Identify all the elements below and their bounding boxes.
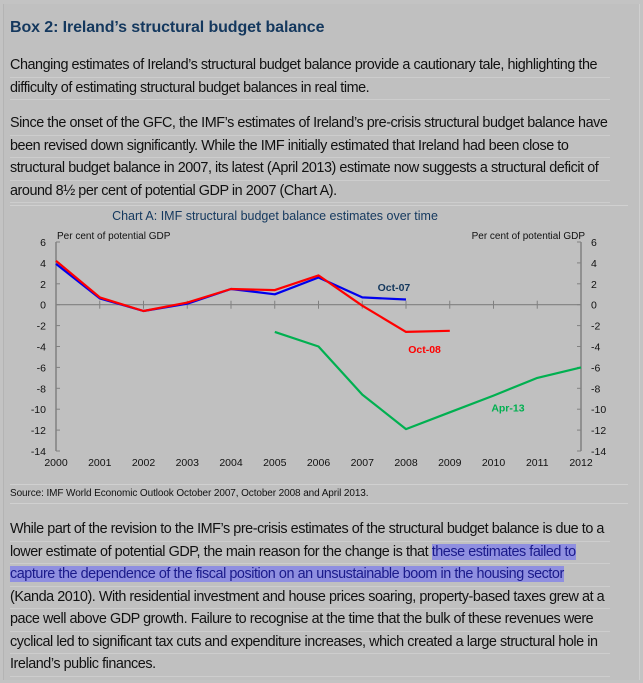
x-tick-label: 2000 [44,457,68,469]
y-tick-label-right: -12 [591,425,606,437]
y-tick-label-left: -8 [37,383,46,395]
y-tick-label-left: -2 [37,321,46,333]
y-axis-label-right: Per cent of potential GDP [472,231,586,242]
x-tick-label: 2004 [219,457,243,469]
series-label-oct08: Oct-08 [408,344,441,356]
y-tick-label-left: -10 [31,404,46,416]
x-tick-label: 2012 [569,457,593,469]
series-apr13-line [274,330,582,431]
x-tick-label: 2007 [351,457,375,469]
divider [10,205,628,206]
text-line: around 8½ per cent of potential GDP in 2… [10,181,610,203]
y-tick-label-left: -14 [31,446,46,458]
divider [10,503,628,504]
text-line: pace well above GDP growth. Failure to r… [10,609,610,632]
box-title: Box 2: Ireland’s structural budget balan… [10,19,325,36]
y-tick-label-right: 0 [591,300,597,312]
divider [10,484,628,485]
y-tick-label-right: 6 [591,237,597,249]
chart-a: Chart A: IMF structural budget balance e… [0,205,643,505]
chart-title: Chart A: IMF structural budget balance e… [112,209,438,223]
text-line: While part of the revision to the IMF’s … [10,519,610,542]
chart-source: Source: IMF World Economic Outlook Octob… [10,488,369,499]
y-tick-label-right: 2 [591,279,597,291]
text-plain: lower estimate of potential GDP, the mai… [10,543,432,560]
text-line: difficulty of estimating structural budg… [10,78,610,100]
x-tick-label: 2001 [88,457,112,469]
y-tick-label-left: 0 [40,300,46,312]
highlighted-text[interactable]: capture the dependence of the fiscal pos… [10,566,564,582]
y-tick-label-left: 6 [40,237,46,249]
x-tick-label: 2005 [263,457,287,469]
text-line: lower estimate of potential GDP, the mai… [10,542,610,564]
y-tick-label-left: -12 [31,425,46,437]
y-axis-label-left: Per cent of potential GDP [57,231,171,242]
x-tick-label: 2002 [132,457,156,469]
y-tick-label-left: -4 [37,342,46,354]
y-tick-label-right: -6 [591,362,600,374]
x-tick-label: 2010 [482,457,506,469]
y-tick-label-right: -8 [591,383,600,395]
x-tick-label: 2011 [526,457,549,469]
x-tick-label: 2009 [438,457,462,469]
series-oct08-line [55,259,450,334]
y-tick-label-right: -4 [591,342,600,354]
chart-svg: Chart A: IMF structural budget balance e… [31,209,607,469]
text-line: Changing estimates of Ireland’s structur… [10,55,610,78]
text-line: Ireland’s public finances. [10,654,610,677]
y-tick-label-right: -14 [591,446,606,458]
gfc-paragraph: Since the onset of the GFC, the IMF’s es… [10,113,610,203]
series-label-oct07: Oct-07 [378,282,411,294]
intro-paragraph: Changing estimates of Ireland’s structur… [10,55,610,100]
x-tick-label: 2003 [176,457,200,469]
closing-paragraph: While part of the revision to the IMF’s … [10,519,610,677]
series-label-apr13: Apr-13 [491,402,524,414]
y-tick-label-left: 4 [40,258,46,270]
y-tick-label-left: 2 [40,279,46,291]
y-tick-label-right: 4 [591,258,597,270]
highlighted-text[interactable]: these estimates failed to [431,543,576,560]
x-tick-label: 2008 [394,457,418,469]
text-line: (Kanda 2010). With residential investmen… [10,587,610,609]
text-line: been revised down significantly. While t… [10,136,610,158]
x-tick-label: 2006 [307,457,331,469]
text-line: structural budget balance in 2007, its l… [10,158,610,181]
y-tick-label-left: -6 [37,362,46,374]
text-line: cyclical led to significant tax cuts and… [10,632,610,654]
text-line: capture the dependence of the fiscal pos… [10,564,610,587]
y-tick-label-right: -10 [591,404,606,416]
text-line: Since the onset of the GFC, the IMF’s es… [10,113,610,136]
y-tick-label-right: -2 [591,321,600,333]
